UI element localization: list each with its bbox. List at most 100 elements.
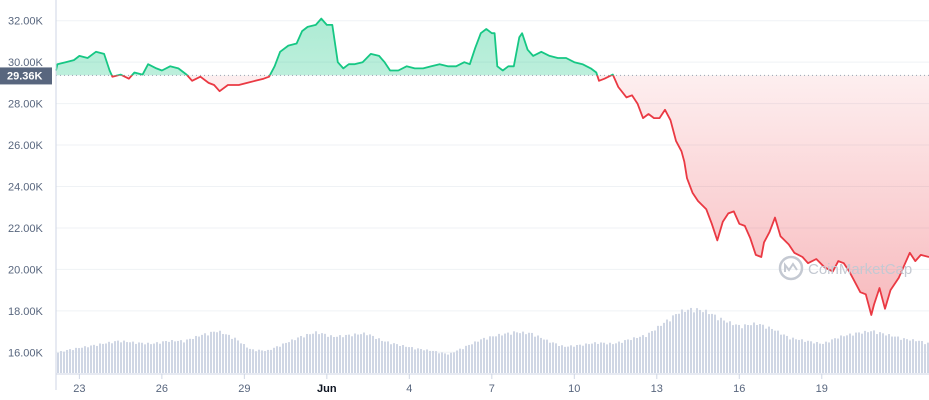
volume-bar: [696, 308, 698, 373]
volume-bar: [162, 341, 164, 373]
volume-bar: [699, 309, 701, 373]
volume-bar: [231, 338, 233, 373]
volume-bar: [138, 342, 140, 373]
volume-bar: [801, 339, 803, 373]
volume-bar: [765, 328, 767, 373]
volume-bar: [90, 345, 92, 373]
volume-bar: [213, 331, 215, 373]
volume-bar: [915, 341, 917, 373]
volume-bar: [603, 342, 605, 373]
volume-bar: [600, 342, 602, 373]
volume-bar: [807, 340, 809, 373]
volume-bar: [552, 342, 554, 373]
volume-bar: [720, 317, 722, 373]
volume-bar: [549, 342, 551, 373]
volume-bar: [579, 344, 581, 373]
volume-bar: [864, 330, 866, 373]
volume-bar: [735, 324, 737, 373]
volume-bar: [813, 343, 815, 373]
volume-bar: [564, 346, 566, 373]
volume-bar: [339, 335, 341, 373]
volume-bar: [582, 345, 584, 373]
volume-bar: [141, 342, 143, 373]
volume-bar: [684, 311, 686, 373]
volume-bar: [414, 349, 416, 373]
volume-bar: [396, 344, 398, 373]
volume-bar: [102, 343, 104, 373]
watermark: CoinMarketCap: [778, 255, 912, 281]
volume-bar: [894, 336, 896, 373]
volume-bar: [918, 340, 920, 373]
volume-bar: [288, 342, 290, 373]
volume-bar: [795, 339, 797, 373]
volume-bar: [819, 343, 821, 373]
volume-bar: [360, 334, 362, 373]
volume-bar: [573, 346, 575, 373]
volume-bar: [489, 336, 491, 373]
volume-bar: [705, 309, 707, 373]
volume-bar: [258, 349, 260, 373]
volume-bar: [825, 341, 827, 373]
volume-bar: [117, 340, 119, 373]
volume-bar: [369, 334, 371, 373]
volume-bar: [210, 331, 212, 373]
volume-bar: [135, 343, 137, 373]
volume-bar: [621, 342, 623, 373]
volume-bar: [297, 337, 299, 373]
volume-bar: [282, 343, 284, 373]
volume-bar: [576, 345, 578, 373]
volume-bar: [837, 338, 839, 373]
volume-bar: [342, 337, 344, 373]
volume-bar: [312, 333, 314, 373]
volume-bar: [591, 343, 593, 373]
volume-bar: [828, 342, 830, 373]
price-line[interactable]: [55, 17, 929, 316]
volume-bar: [345, 334, 347, 373]
volume-bar: [876, 334, 878, 373]
coinmarketcap-logo-icon: [778, 255, 804, 281]
volume-bar: [726, 322, 728, 373]
volume-bar: [417, 348, 419, 373]
volume-bar: [732, 325, 734, 373]
volume-bar: [927, 342, 929, 373]
volume-bar: [201, 334, 203, 373]
volume-bar: [666, 319, 668, 373]
volume-bar: [888, 334, 890, 373]
price-line-down[interactable]: [56, 19, 929, 316]
volume-bar: [435, 351, 437, 373]
volume-bar: [363, 332, 365, 373]
volume-bar: [495, 336, 497, 373]
volume-bar: [750, 325, 752, 373]
volume-bar: [390, 344, 392, 373]
volume-bar: [741, 328, 743, 373]
volume-bar: [780, 334, 782, 373]
volume-bar: [378, 338, 380, 373]
volume-bar: [123, 340, 125, 373]
volume-bar: [660, 325, 662, 373]
volume-bar: [861, 333, 863, 373]
volume-bar: [870, 331, 872, 373]
volume-bar: [657, 325, 659, 373]
volume-bar: [756, 324, 758, 373]
volume-bar: [480, 339, 482, 373]
volume-bar: [879, 332, 881, 373]
volume-bar: [372, 335, 374, 373]
volume-bar: [912, 339, 914, 373]
volume-bar: [78, 348, 80, 373]
volume-bar: [192, 338, 194, 373]
volume-bar: [222, 334, 224, 373]
volume-bar: [843, 336, 845, 373]
price-line-up[interactable]: [55, 17, 929, 315]
volume-bar: [804, 341, 806, 373]
volume-bar: [60, 351, 62, 373]
volume-bar: [873, 330, 875, 373]
area-fill-down: [111, 75, 929, 315]
volume-bar: [336, 336, 338, 373]
volume-bar: [921, 341, 923, 373]
volume-bar: [351, 336, 353, 373]
volume-bar: [669, 321, 671, 373]
y-tick-label: 20.00K: [8, 264, 44, 276]
volume-bar: [897, 336, 899, 373]
